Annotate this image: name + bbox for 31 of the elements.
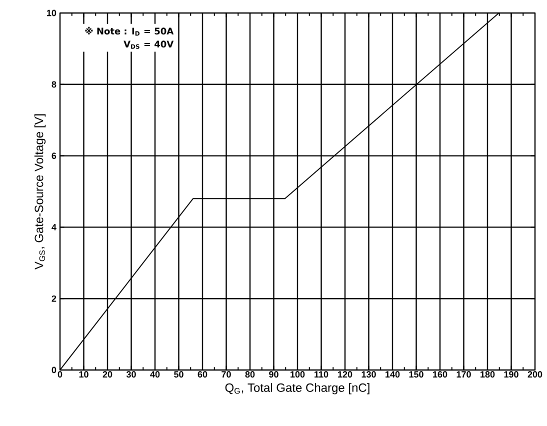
x-tick-label: 90 xyxy=(269,371,278,378)
x-tick-label: 120 xyxy=(338,371,352,378)
y-tick-label: 8 xyxy=(52,81,56,88)
annotation: ※ Note : I$_{D}$ = 50A xyxy=(85,26,174,36)
x-tick-label: 60 xyxy=(198,371,208,378)
x-tick-label: 140 xyxy=(386,371,400,378)
x-tick-label: 110 xyxy=(314,371,328,378)
annotation: V$_{DS}$ = 40V xyxy=(124,40,174,49)
x-tick-label: 180 xyxy=(480,371,495,378)
x-tick-label: 70 xyxy=(222,371,231,378)
x-tick-label: 170 xyxy=(456,371,471,378)
y-tick-label: 10 xyxy=(47,10,56,16)
y-tick-label: 4 xyxy=(52,224,56,230)
y-tick-label: 0 xyxy=(52,366,56,374)
y-axis-title: V$_{GS}$, Gate-Source Voltage [V] xyxy=(34,114,46,270)
y-tick-label: 2 xyxy=(52,295,56,302)
x-tick-label: 80 xyxy=(245,371,255,378)
x-tick-label: 200 xyxy=(528,371,542,378)
x-tick-label: 50 xyxy=(174,371,184,378)
x-tick-label: 10 xyxy=(79,371,88,378)
x-tick-label: 190 xyxy=(504,371,518,378)
x-tick-label: 130 xyxy=(362,371,376,378)
x-tick-label: 40 xyxy=(150,371,160,378)
y-tick-label: 6 xyxy=(52,152,56,159)
x-axis-title: Q$_{G}$, Total Gate Charge [nC] xyxy=(225,383,370,394)
x-tick-label: 160 xyxy=(433,371,448,378)
x-tick-label: 150 xyxy=(409,371,424,378)
x-tick-label: 20 xyxy=(102,371,112,378)
x-tick-label: 0 xyxy=(58,371,62,378)
x-tick-label: 100 xyxy=(290,371,305,378)
x-tick-label: 30 xyxy=(126,371,136,378)
